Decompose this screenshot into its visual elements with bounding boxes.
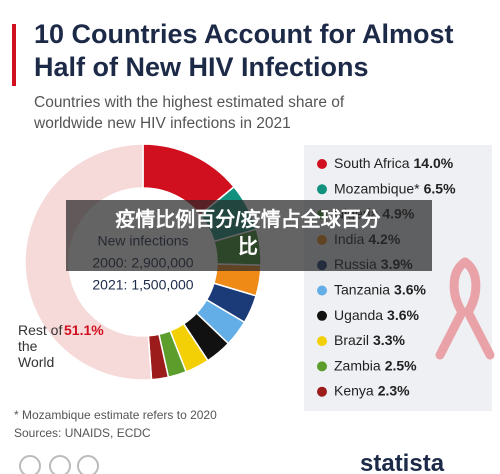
legend-marker: [317, 159, 327, 169]
donut-segment: [24, 143, 153, 381]
chart-subtitle: Countries with the highest estimated sha…: [34, 94, 345, 132]
legend-marker: [317, 184, 327, 195]
legend-label: Brazil: [334, 332, 369, 348]
legend-marker: [317, 336, 327, 347]
brand: statista: [360, 450, 445, 474]
chart-title: 10 Countries Account for Almost Half of …: [34, 19, 454, 82]
legend-marker: [317, 310, 327, 321]
legend-value: 2.5%: [385, 357, 417, 373]
legend-entry: Tanzania 3.6%: [334, 281, 427, 297]
legend-value: 6.5%: [424, 180, 456, 196]
legend-label: Uganda: [334, 307, 383, 323]
overlay-banner: [66, 200, 432, 271]
legend-value: 14.0%: [414, 155, 454, 171]
legend-value: 2.3%: [378, 382, 410, 398]
legend-marker: [317, 361, 327, 372]
overlay-text: 疫情比例百分/疫情占全球百分比: [115, 209, 381, 258]
legend-box: [304, 145, 492, 411]
license-icons: [19, 455, 99, 474]
legend-label: Mozambique*: [334, 180, 420, 196]
legend-value: 3.6%: [394, 281, 426, 297]
legend-entry: Uganda 3.6%: [334, 307, 420, 323]
legend-entry: Zambia 2.5%: [334, 357, 417, 373]
legend-label: South Africa: [334, 155, 410, 171]
center-text: 2021: 1,500,000: [92, 277, 193, 293]
source: Sources: UNAIDS, ECDC: [14, 426, 151, 440]
legend-entry: Kenya 2.3%: [334, 382, 410, 398]
legend-label: Tanzania: [334, 281, 390, 297]
legend-label: Kenya: [334, 382, 374, 398]
legend-entry: South Africa 14.0%: [334, 155, 454, 171]
legend-label: Zambia: [334, 357, 381, 373]
rest-label: Rest of the World: [18, 322, 63, 370]
legend-value: 3.3%: [373, 332, 405, 348]
accent-bar: [12, 24, 16, 86]
rest-value: 51.1%: [64, 322, 104, 338]
legend-value: 3.6%: [387, 307, 419, 323]
footnote: * Mozambique estimate refers to 2020: [14, 408, 217, 422]
legend-entry: Mozambique* 6.5%: [334, 180, 456, 196]
legend-entry: Brazil 3.3%: [334, 332, 405, 348]
legend-marker: [317, 386, 327, 397]
legend-marker: [317, 285, 327, 296]
ribbon-icon: [435, 257, 495, 360]
